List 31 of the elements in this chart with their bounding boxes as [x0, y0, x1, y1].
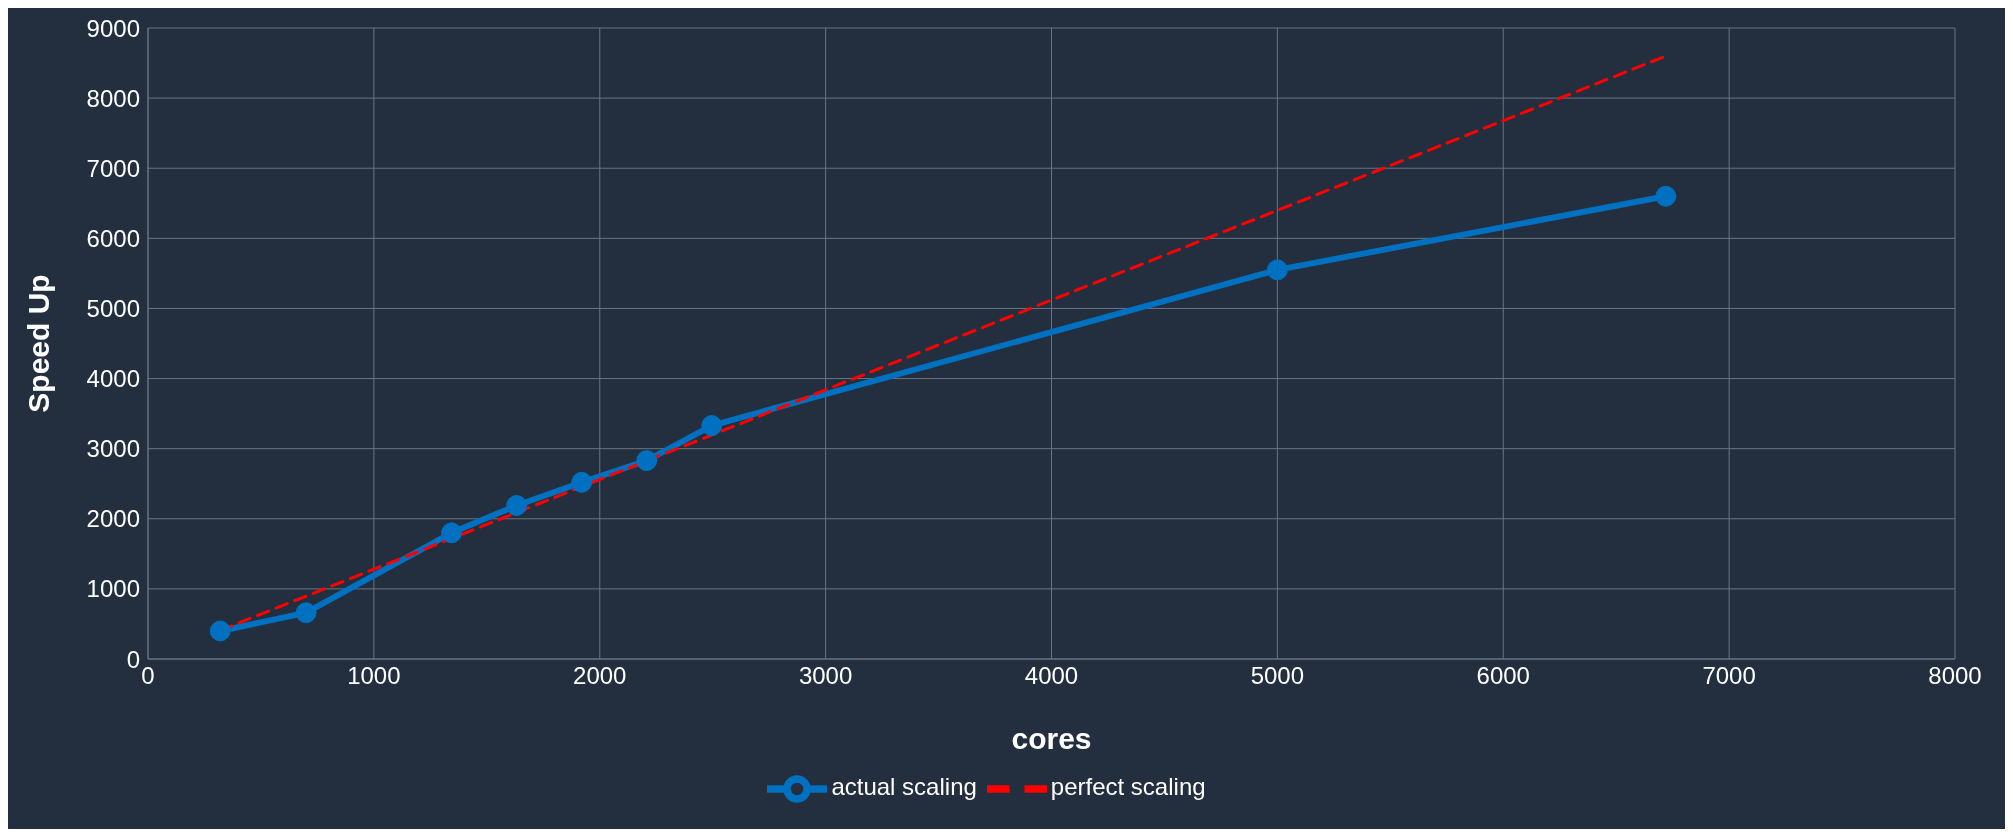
y-tick-label: 7000	[86, 154, 140, 182]
point	[506, 494, 528, 516]
y-tick-label: 1000	[86, 575, 140, 603]
y-tick-label: 2000	[86, 505, 140, 533]
x-axis-title: cores	[1011, 722, 1092, 755]
y-tick-label: 5000	[86, 294, 140, 322]
point	[636, 450, 658, 472]
x-tick-label: 2000	[573, 662, 627, 690]
y-tick-label: 6000	[86, 224, 140, 252]
point	[1655, 185, 1677, 207]
x-tick-label: 4000	[1024, 662, 1079, 690]
y-tick-label: 9000	[86, 14, 140, 42]
y-tick-label: 0	[126, 645, 140, 673]
y-tick-label: 8000	[86, 84, 140, 112]
x-tick-label: 7000	[1702, 662, 1756, 690]
legend-label: actual scaling	[831, 773, 977, 801]
x-tick-label: 6000	[1476, 662, 1530, 690]
x-tick-label: 8000	[1928, 662, 1982, 690]
point	[701, 415, 723, 437]
y-tick-label: 3000	[86, 435, 140, 463]
point	[1266, 259, 1288, 281]
x-tick-label: 5000	[1250, 662, 1305, 690]
y-tick-label: 4000	[86, 365, 140, 393]
x-tick-label: 3000	[798, 662, 853, 690]
point	[571, 471, 593, 493]
point	[441, 522, 463, 544]
y-axis-title: Speed Up	[21, 274, 55, 413]
point	[295, 602, 317, 624]
legend-label: perfect scaling	[1050, 773, 1206, 801]
point	[209, 620, 231, 642]
x-tick-label: 1000	[347, 662, 401, 690]
